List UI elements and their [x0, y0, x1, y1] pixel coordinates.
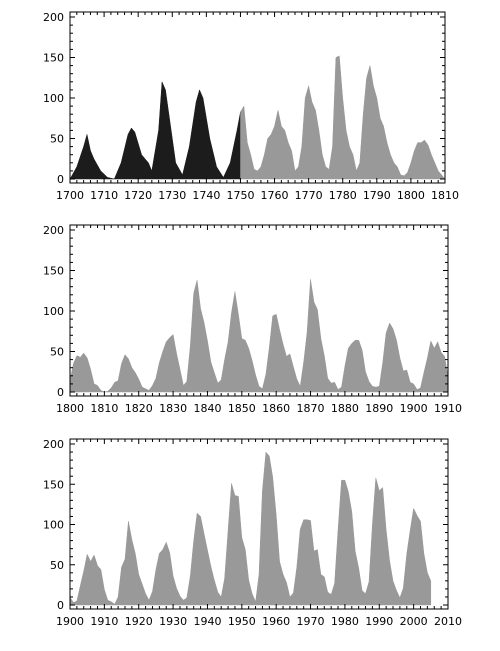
area-series-1-1 — [69, 81, 241, 180]
x-tick-label: 1910 — [434, 402, 462, 415]
x-tick-label: 1710 — [90, 189, 118, 202]
x-tick-label: 1990 — [365, 615, 393, 628]
x-tick-label: 1790 — [363, 189, 391, 202]
y-tick-label: 200 — [43, 438, 64, 451]
x-tick-label: 1810 — [90, 402, 118, 415]
chart-panel-1: 0 50 100 150 200 1700 1710 1720 1730 1740 1750 1760… — [43, 11, 459, 202]
y-tick-label: 0 — [57, 173, 64, 186]
y-tick-label: 150 — [43, 478, 64, 491]
x-tick-label: 1860 — [262, 402, 290, 415]
x-tick-label: 1750 — [226, 189, 254, 202]
x-tick-label: 1840 — [193, 402, 221, 415]
x-tick-label: 1900 — [56, 615, 84, 628]
y-tick-label: 100 — [43, 92, 64, 105]
x-tick-label: 2010 — [434, 615, 462, 628]
x-tick-label: 1870 — [297, 402, 325, 415]
y-tick-label: 0 — [57, 599, 64, 612]
x-tick-label: 1720 — [124, 189, 152, 202]
y-tick-label: 50 — [50, 559, 64, 572]
x-tick-label: 1940 — [193, 615, 221, 628]
y-tick-label: 150 — [43, 265, 64, 278]
chart-panel-3: 0 50 100 150 200 1900 1910 1920 1930 1940 1950 1960… — [43, 438, 462, 628]
x-tick-label: 2000 — [400, 615, 428, 628]
x-tick-label: 1880 — [331, 402, 359, 415]
y-tick-label: 50 — [50, 346, 64, 359]
y-tick-label: 100 — [43, 305, 64, 318]
area-series-1-2 — [240, 55, 446, 180]
x-tick-label: 1900 — [400, 402, 428, 415]
x-tick-label: 1800 — [56, 402, 84, 415]
x-tick-label: 1740 — [192, 189, 220, 202]
y-tick-label: 200 — [43, 224, 64, 237]
x-tick-label: 1850 — [228, 402, 256, 415]
x-tick-label: 1780 — [329, 189, 357, 202]
x-tick-label: 1890 — [365, 402, 393, 415]
area-series-3-1 — [69, 451, 432, 606]
x-tick-label: 1980 — [331, 615, 359, 628]
y-tick-label: 150 — [43, 52, 64, 65]
x-tick-label: 1700 — [56, 189, 84, 202]
x-tick-label: 1820 — [125, 402, 153, 415]
x-tick-label: 1970 — [297, 615, 325, 628]
x-tick-label: 1920 — [125, 615, 153, 628]
chart-panel-2: 0 50 100 150 200 1800 1810 1820 1830 1840 1850 1860… — [43, 224, 462, 415]
x-tick-label: 1760 — [261, 189, 289, 202]
x-tick-label: 1960 — [262, 615, 290, 628]
x-tick-label: 1830 — [159, 402, 187, 415]
x-tick-label: 1950 — [228, 615, 256, 628]
x-tick-label: 1930 — [159, 615, 187, 628]
x-tick-label: 1730 — [158, 189, 186, 202]
x-tick-label: 1770 — [295, 189, 323, 202]
x-tick-label: 1810 — [431, 189, 459, 202]
y-tick-label: 50 — [50, 133, 64, 146]
y-tick-label: 0 — [57, 386, 64, 399]
area-series-2-1 — [69, 279, 449, 393]
y-tick-label: 200 — [43, 11, 64, 24]
x-tick-label: 1910 — [90, 615, 118, 628]
y-tick-label: 100 — [43, 519, 64, 532]
x-tick-label: 1800 — [397, 189, 425, 202]
